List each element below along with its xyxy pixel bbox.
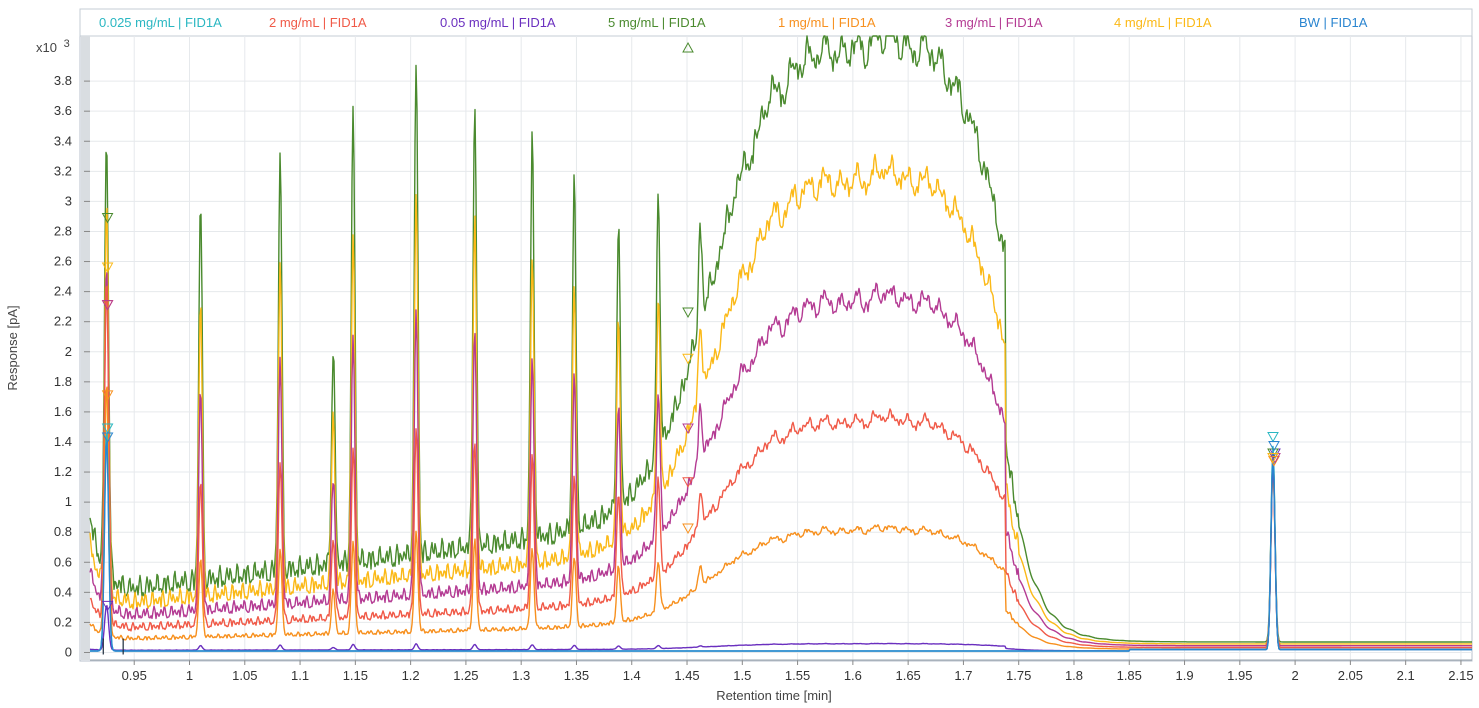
peak-marker xyxy=(101,262,114,274)
x-tick-label: 1.3 xyxy=(512,668,530,683)
y-tick-label: 3.4 xyxy=(54,133,72,148)
y-multiplier-exponent: 3 xyxy=(64,38,70,50)
x-tick-label: 1.45 xyxy=(674,668,699,683)
y-tick-label: 0.8 xyxy=(54,524,72,539)
y-tick-label: 2.2 xyxy=(54,314,72,329)
x-tick-label: 1.6 xyxy=(844,668,862,683)
x-tick-label: 2.15 xyxy=(1448,668,1473,683)
x-tick-label: 2.05 xyxy=(1338,668,1363,683)
series-line xyxy=(90,441,1472,652)
y-tick-label: 0 xyxy=(65,644,72,659)
peak-marker xyxy=(101,600,114,612)
legend-item: 0.05 mg/mL | FID1A xyxy=(440,15,556,30)
peak-marker xyxy=(1268,440,1280,452)
x-tick-label: 1.4 xyxy=(623,668,641,683)
legend-item: 3 mg/mL | FID1A xyxy=(945,15,1043,30)
x-tick-label: 1.25 xyxy=(453,668,478,683)
x-tick-label: 1.5 xyxy=(733,668,751,683)
series-line xyxy=(89,153,1472,645)
y-tick-label: 1.2 xyxy=(54,464,72,479)
y-tick-label: 1 xyxy=(65,494,72,509)
legend-item: 0.025 mg/mL | FID1A xyxy=(99,15,222,30)
y-tick-label: 0.4 xyxy=(54,584,72,599)
y-tick-label: 3.8 xyxy=(54,73,72,88)
legend-item: 1 mg/mL | FID1A xyxy=(778,15,876,30)
x-tick-label: 1.9 xyxy=(1176,668,1194,683)
peak-marker xyxy=(101,423,114,434)
peak-marker xyxy=(682,307,694,319)
x-tick-label: 1.8 xyxy=(1065,668,1083,683)
y-tick-label: 2 xyxy=(65,344,72,359)
x-tick-label: 2 xyxy=(1291,668,1298,683)
x-tick-label: 1.75 xyxy=(1006,668,1031,683)
x-tick-label: 1.35 xyxy=(564,668,589,683)
peak-marker xyxy=(101,390,114,401)
y-tick-label: 2.8 xyxy=(54,223,72,238)
y-multiplier: x10 3 xyxy=(36,38,70,55)
y-tick-label: 1.8 xyxy=(54,374,72,389)
peak-marker xyxy=(101,300,114,311)
y-tick-label: 2.6 xyxy=(54,254,72,269)
peak-marker xyxy=(682,423,694,435)
y-tick-label: 2.4 xyxy=(54,284,72,299)
peak-marker xyxy=(1267,453,1279,464)
x-axis-title: Retention time [min] xyxy=(716,688,832,703)
peak-marker xyxy=(1267,431,1279,443)
x-tick-label: 1 xyxy=(186,668,193,683)
y-tick-label: 1.6 xyxy=(54,404,72,419)
x-tick-label: 1.15 xyxy=(343,668,368,683)
series-layer xyxy=(89,35,1472,652)
y-tick-label: 3.2 xyxy=(54,163,72,178)
x-tick-label: 1.1 xyxy=(291,668,309,683)
peak-marker xyxy=(101,212,114,224)
y-axis-title: Response [pA] xyxy=(5,305,20,390)
x-tick-label: 1.85 xyxy=(1117,668,1142,683)
x-tick-label: 0.95 xyxy=(122,668,147,683)
y-multiplier-base: x10 xyxy=(36,40,57,55)
x-tick-label: 1.55 xyxy=(785,668,810,683)
y-scroll-strip xyxy=(81,36,90,660)
x-tick-label: 2.1 xyxy=(1397,668,1415,683)
x-tick-label: 1.2 xyxy=(402,668,420,683)
y-tick-label: 0.6 xyxy=(54,554,72,569)
legend-item: 4 mg/mL | FID1A xyxy=(1114,15,1212,30)
x-tick-label: 1.65 xyxy=(895,668,920,683)
y-tick-label: 1.4 xyxy=(54,434,72,449)
series-line xyxy=(89,285,1472,649)
y-axis-ticks: 0 0.2 0.4 0.6 0.8 1 1.2 1.4 1.6 1.8 2 2.2 2.4 2.6 2.8 3… xyxy=(54,73,90,659)
y-tick-label: 3.6 xyxy=(54,103,72,118)
legend: 0.025 mg/mL | FID1A 2 mg/mL | FID1A 0.05 m… xyxy=(99,15,1368,30)
y-tick-label: 3 xyxy=(65,193,72,208)
x-tick-label: 1.05 xyxy=(232,668,257,683)
legend-bar xyxy=(79,8,1473,37)
legend-item: 2 mg/mL | FID1A xyxy=(269,15,367,30)
peak-marker xyxy=(682,477,694,488)
peak-markers xyxy=(101,41,1281,655)
peak-marker xyxy=(1268,456,1280,467)
legend-item: 5 mg/mL | FID1A xyxy=(608,15,706,30)
peak-marker xyxy=(682,353,694,365)
series-line xyxy=(89,272,1472,647)
x-axis-ticks: 0.95 1 1.05 1.1 1.15 1.2 1.25 1.3 1.35 1.4 1.45 1.5… xyxy=(90,659,1474,683)
x-tick-label: 1.95 xyxy=(1227,668,1252,683)
series-line xyxy=(89,35,1472,643)
peak-marker xyxy=(682,523,694,534)
peak-marker xyxy=(101,432,114,443)
peak-marker xyxy=(682,41,694,53)
legend-item: BW | FID1A xyxy=(1299,15,1368,30)
x-tick-label: 1.7 xyxy=(954,668,972,683)
y-tick-label: 0.2 xyxy=(54,614,72,629)
